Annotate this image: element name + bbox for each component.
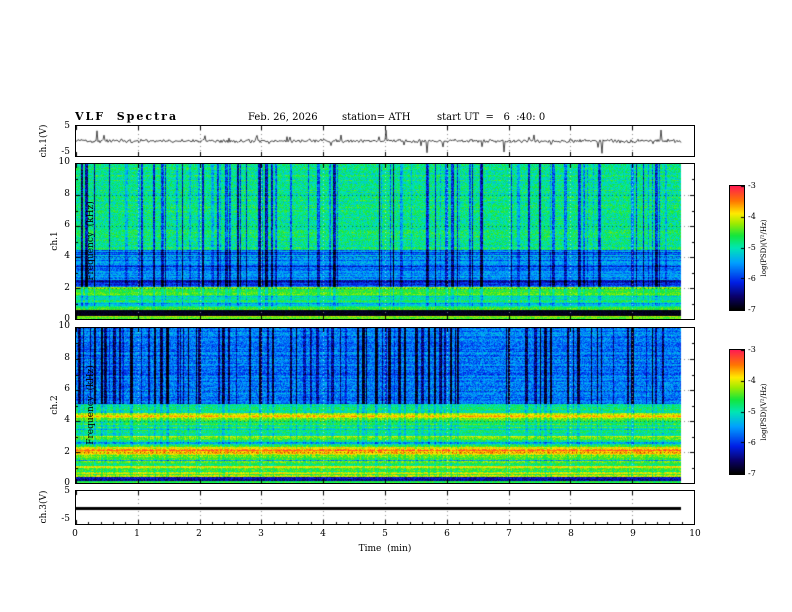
ch2-spectrogram-panel xyxy=(75,327,695,484)
ch1-spectrogram-canvas xyxy=(76,164,694,319)
spec1-ytick-2: 2 xyxy=(64,283,70,293)
ch2-spectrogram-canvas xyxy=(76,328,694,483)
colorbar-ch1-canvas xyxy=(730,186,744,310)
cb1-axis-label: log(PSD)(V²/Hz) xyxy=(760,219,768,277)
ch3-waveform-panel xyxy=(75,490,695,525)
ch1-waveform-canvas xyxy=(76,126,694,156)
ch1-waveform-panel xyxy=(75,125,695,157)
cb1-tick-4: -7 xyxy=(748,305,756,314)
cb2-tick-4: -7 xyxy=(748,469,756,478)
x-tick-5: 5 xyxy=(382,529,388,539)
x-tick-4: 4 xyxy=(320,529,326,539)
ch3-wave-ytick-bottom: -5 xyxy=(61,514,70,524)
ch2-frequency-axis-line2: Frequency (kHz) xyxy=(86,365,96,445)
x-tick-0: 0 xyxy=(72,529,78,539)
cb2-tick-1: -4 xyxy=(748,376,756,385)
cb2-tick-3: -6 xyxy=(748,438,756,447)
ch3-wave-ytick-top: 5 xyxy=(64,486,70,496)
cb1-tick-2: -5 xyxy=(748,243,756,252)
x-axis-label: Time (min) xyxy=(358,544,412,554)
start-ut-label: start UT = 6 :40: 0 xyxy=(437,112,546,123)
ch1-voltage-axis-label: ch.1(V) xyxy=(39,124,49,158)
spec1-ytick-8: 8 xyxy=(64,189,70,199)
x-tick-2: 2 xyxy=(196,529,202,539)
ch3-waveform-canvas xyxy=(76,491,694,524)
x-tick-10: 10 xyxy=(689,529,701,539)
cb2-tick-0: -3 xyxy=(748,345,756,354)
spec2-ytick-6: 6 xyxy=(64,384,70,394)
cb1-tick-0: -3 xyxy=(748,181,756,190)
station-label: station= ATH xyxy=(342,112,411,123)
x-tick-7: 7 xyxy=(506,529,512,539)
spec2-ytick-8: 8 xyxy=(64,353,70,363)
spec1-ytick-6: 6 xyxy=(64,220,70,230)
spec2-ytick-10: 10 xyxy=(58,321,70,331)
ch1-wave-ytick-top: 5 xyxy=(64,121,70,131)
spec1-ytick-4: 4 xyxy=(64,251,70,261)
spec1-ytick-10: 10 xyxy=(58,157,70,167)
spec2-ytick-0: 0 xyxy=(64,478,70,488)
date-label: Feb. 26, 2026 xyxy=(248,112,318,123)
x-tick-3: 3 xyxy=(258,529,264,539)
x-tick-1: 1 xyxy=(134,529,140,539)
x-tick-8: 8 xyxy=(568,529,574,539)
cb2-tick-2: -5 xyxy=(748,407,756,416)
spec1-ytick-0: 0 xyxy=(64,314,70,324)
spec2-ytick-2: 2 xyxy=(64,447,70,457)
cb1-tick-3: -6 xyxy=(748,274,756,283)
colorbar-ch1 xyxy=(729,185,745,311)
figure-title: VLF Spectra xyxy=(75,110,179,123)
spec2-ytick-4: 4 xyxy=(64,415,70,425)
colorbar-ch2 xyxy=(729,349,745,475)
ch1-wave-ytick-bottom: -5 xyxy=(61,147,70,157)
colorbar-ch2-canvas xyxy=(730,350,744,474)
x-tick-6: 6 xyxy=(444,529,450,539)
ch3-voltage-axis-label: ch.3(V) xyxy=(39,490,49,524)
cb1-tick-1: -4 xyxy=(748,212,756,221)
ch1-frequency-axis-line2: Frequency (kHz) xyxy=(86,201,96,281)
x-tick-9: 9 xyxy=(630,529,636,539)
cb2-axis-label: log(PSD)(V²/Hz) xyxy=(760,383,768,441)
ch1-spectrogram-panel xyxy=(75,163,695,320)
